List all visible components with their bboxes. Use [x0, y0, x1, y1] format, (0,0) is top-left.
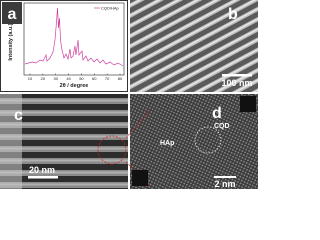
- legend-label: CQD/HAp: [101, 6, 120, 11]
- plot-area: [23, 2, 125, 76]
- xrd-curve: [24, 7, 124, 67]
- highlight-circle: [97, 135, 127, 165]
- panel-b: b 100 nm: [130, 0, 258, 92]
- scale-bar-label: 20 nm: [29, 165, 55, 175]
- sem-image: [130, 0, 258, 92]
- x-tick-label: 20: [41, 76, 46, 81]
- x-tick-label: 50: [79, 76, 84, 81]
- x-axis-label: 2θ / degree: [60, 83, 89, 89]
- x-tick-label: 30: [53, 76, 58, 81]
- x-tick-label: 80: [118, 76, 123, 81]
- panel-label: a: [8, 6, 17, 23]
- scale-bar: [214, 176, 236, 178]
- scale-bar: [222, 74, 252, 77]
- panel-d: d CQD HAp 2 nm: [125, 94, 258, 189]
- hrtem-image: [130, 94, 258, 189]
- label-box: [2, 2, 22, 24]
- scale-bar-label: 100 nm: [221, 78, 252, 88]
- figure: CQD/HAp Intensity (a.u.) 2θ / degree 10 2…: [0, 0, 258, 189]
- fft-inset: [240, 96, 256, 112]
- panel-c: c 20 nm: [0, 94, 128, 189]
- cqd-outline: [194, 126, 222, 154]
- scale-bar-label: 2 nm: [214, 179, 235, 189]
- zoom-line: [125, 109, 151, 139]
- fft-inset: [132, 170, 148, 186]
- x-ticks: 10 20 30 40 50 60 70 80: [28, 73, 123, 81]
- scale-bar: [28, 176, 58, 179]
- x-tick-label: 10: [28, 76, 33, 81]
- annotation: HAp: [160, 140, 174, 147]
- background-area: [0, 94, 22, 189]
- panel-a: CQD/HAp Intensity (a.u.) 2θ / degree 10 2…: [0, 0, 128, 92]
- x-tick-label: 70: [105, 76, 110, 81]
- panel-label: c: [14, 107, 23, 124]
- annotation: CQD: [214, 123, 230, 130]
- x-tick-label: 60: [92, 76, 97, 81]
- x-tick-label: 40: [66, 76, 71, 81]
- y-axis-label: Intensity (a.u.): [8, 23, 14, 60]
- panel-label: d: [212, 105, 222, 122]
- panel-label: b: [228, 6, 238, 23]
